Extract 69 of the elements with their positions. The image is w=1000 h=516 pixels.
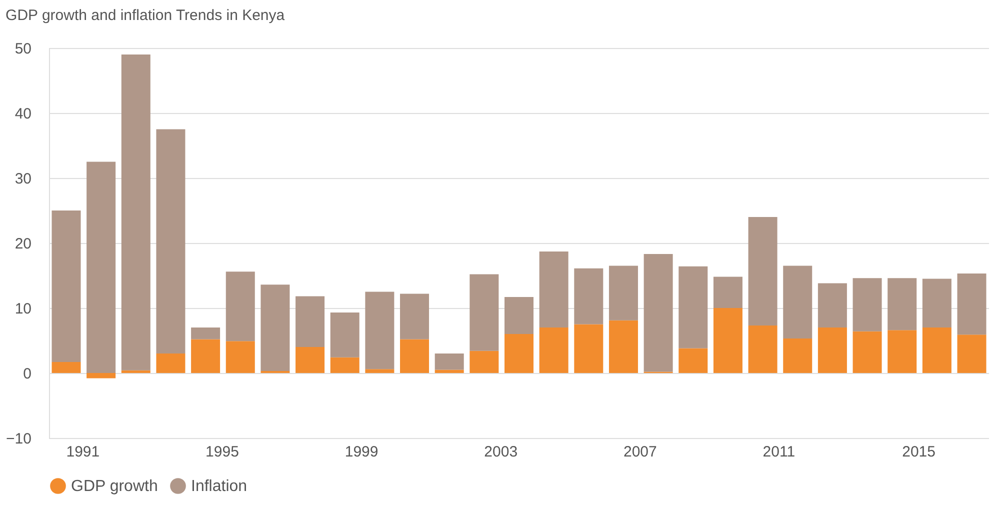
- bar: [957, 274, 986, 335]
- x-tick-label: 2015: [902, 444, 936, 460]
- chart-title: GDP growth and inflation Trends in Kenya: [6, 7, 286, 24]
- bar: [330, 357, 360, 373]
- bar: [957, 334, 986, 373]
- bar: [539, 251, 568, 328]
- bar: [470, 350, 499, 373]
- bar: [121, 54, 150, 370]
- bar: [86, 373, 116, 378]
- bar: [852, 331, 882, 373]
- x-tick-label: 2007: [623, 444, 657, 460]
- bar: [748, 217, 778, 326]
- x-tick-label: 1999: [344, 444, 378, 460]
- bar: [922, 278, 952, 328]
- y-tick-label: −10: [6, 430, 32, 448]
- bar: [191, 328, 220, 340]
- x-tick-label: 2011: [762, 444, 796, 460]
- bar: [504, 334, 534, 373]
- legend-label: GDP growth: [71, 478, 158, 495]
- x-tick-label: 1995: [206, 444, 239, 460]
- bar: [156, 129, 186, 354]
- bar: [400, 294, 430, 340]
- bar: [644, 254, 673, 372]
- bar: [365, 292, 394, 370]
- bar: [365, 369, 394, 373]
- bar: [86, 162, 116, 373]
- y-tick-label: 30: [14, 170, 32, 188]
- bar: [852, 278, 882, 332]
- bar: [922, 328, 952, 373]
- y-tick-label: 0: [23, 366, 32, 382]
- x-tick-label: 2003: [484, 444, 518, 460]
- bar: [608, 266, 638, 320]
- bar: [296, 296, 325, 347]
- x-tick-label: 1991: [66, 444, 100, 460]
- y-tick-label: 50: [14, 40, 32, 58]
- bar: [748, 326, 778, 373]
- bar: [713, 276, 742, 308]
- bar: [574, 324, 604, 373]
- bar: [434, 370, 464, 373]
- y-tick-label: 10: [14, 300, 32, 318]
- bar: [226, 341, 255, 373]
- y-tick-label: 20: [14, 236, 32, 252]
- legend-label: Inflation: [191, 478, 248, 495]
- bar: [539, 328, 568, 373]
- bar: [608, 320, 638, 373]
- bar: [888, 278, 917, 330]
- bar: [678, 348, 708, 373]
- bar: [191, 339, 220, 373]
- bar: [504, 296, 534, 334]
- bar: [713, 308, 742, 373]
- bar: [470, 274, 499, 351]
- bar: [52, 210, 81, 362]
- bar: [121, 370, 150, 373]
- bar: [400, 339, 430, 373]
- bar: [818, 283, 847, 328]
- bar: [226, 272, 255, 342]
- bar: [434, 354, 464, 370]
- bar: [818, 328, 847, 373]
- bar: [888, 330, 917, 373]
- bar: [52, 362, 81, 373]
- bar: [330, 312, 360, 358]
- bar: [296, 347, 325, 373]
- bar: [783, 266, 812, 339]
- y-tick-label: 40: [14, 106, 32, 122]
- bar: [783, 338, 812, 373]
- bar: [574, 268, 604, 324]
- bar: [678, 266, 708, 348]
- bar: [156, 354, 186, 373]
- bar: [260, 284, 290, 372]
